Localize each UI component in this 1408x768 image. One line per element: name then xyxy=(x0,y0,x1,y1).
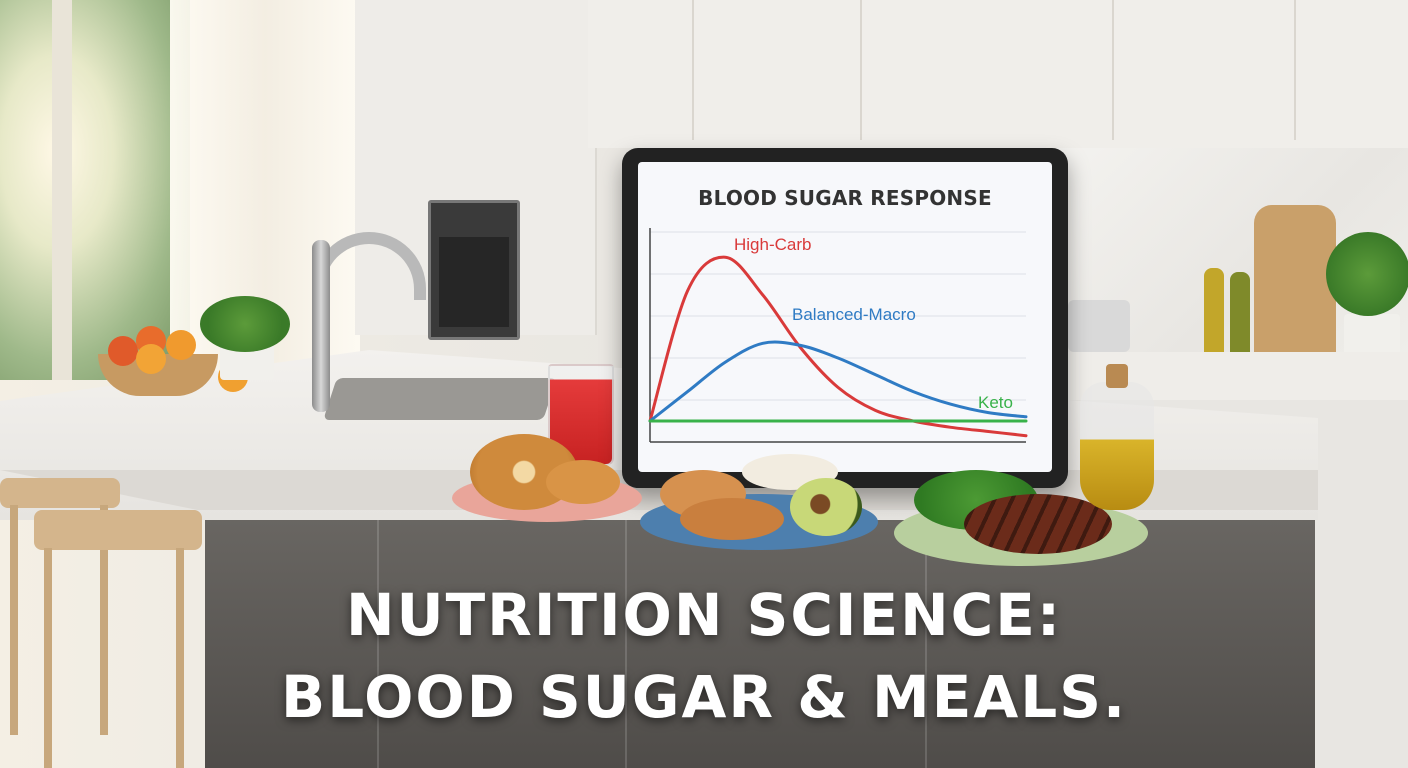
cabinet-seam xyxy=(925,480,927,768)
upper-cabinets xyxy=(588,0,1408,148)
cabinet-seam xyxy=(377,480,379,768)
sink xyxy=(323,378,557,420)
series-line-high-carb xyxy=(648,255,1028,438)
cabinet-door xyxy=(1114,0,1296,140)
cooking-pot xyxy=(1068,300,1130,352)
oven-window xyxy=(439,237,509,327)
stool-leg xyxy=(176,548,184,768)
olive-oil-cruet xyxy=(1080,382,1154,510)
cutting-board xyxy=(1254,205,1336,363)
fruit xyxy=(108,336,138,366)
grilled-steak xyxy=(964,494,1112,554)
headline-line-2: BLOOD SUGAR & MEALS. xyxy=(280,663,1128,731)
series-label-high-carb: High-Carb xyxy=(734,235,811,254)
bar-stool xyxy=(0,478,120,508)
bagel-half xyxy=(546,460,620,504)
potted-plant xyxy=(200,296,290,352)
cabinet-door xyxy=(862,0,1114,140)
bar-stool xyxy=(34,510,202,550)
headline: NUTRITION SCIENCE: BLOOD SUGAR & MEALS. xyxy=(0,586,1408,726)
stool-leg xyxy=(10,505,18,735)
chicken-drumstick xyxy=(680,498,784,540)
chart-title: BLOOD SUGAR RESPONSE xyxy=(698,186,992,210)
cabinet-seam xyxy=(625,480,627,768)
herb-plant xyxy=(1326,232,1408,316)
window xyxy=(0,0,190,380)
series-label-keto: Keto xyxy=(978,393,1013,412)
series-label-balanced-macro: Balanced-Macro xyxy=(792,305,916,324)
fruit xyxy=(136,344,166,374)
stool-leg xyxy=(44,548,52,768)
window-frame xyxy=(52,0,72,380)
cabinet-door xyxy=(588,0,694,140)
cruet-cork xyxy=(1106,364,1128,388)
faucet xyxy=(312,240,330,412)
blood-sugar-chart: High-Carb Balanced-Macro Keto xyxy=(648,228,1028,443)
wall-oven xyxy=(428,200,520,340)
cabinet-door xyxy=(694,0,862,140)
oil-bottle xyxy=(1230,272,1250,358)
tablet-screen: BLOOD SUGAR RESPONSE High-Carb Balanced-M… xyxy=(638,162,1052,472)
tablet: BLOOD SUGAR RESPONSE High-Carb Balanced-M… xyxy=(622,148,1068,488)
series-line-balanced-macro xyxy=(648,340,1028,423)
fruit xyxy=(166,330,196,360)
oil-bottle xyxy=(1204,268,1224,358)
avocado-half xyxy=(790,478,862,536)
headline-line-1: NUTRITION SCIENCE: xyxy=(345,581,1063,649)
stool-leg xyxy=(100,505,108,735)
